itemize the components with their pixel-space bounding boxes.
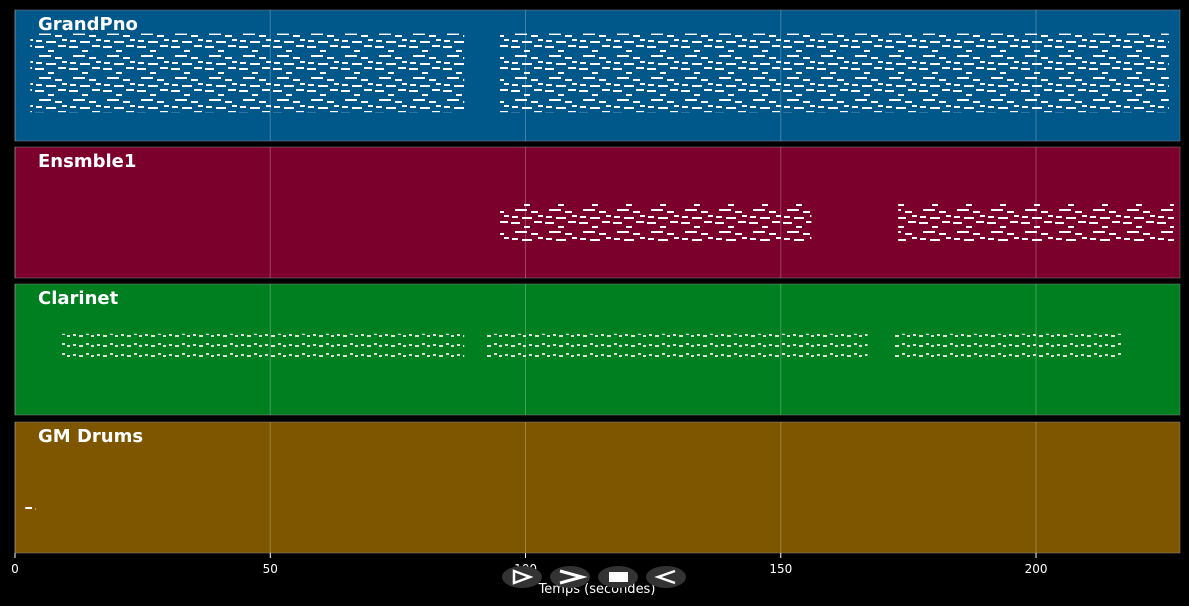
note-region (499, 33, 1169, 113)
note-region (484, 333, 868, 360)
play-icon[interactable] (512, 569, 534, 585)
fast-forward-button[interactable] (550, 566, 590, 588)
button-bg[interactable] (502, 566, 542, 588)
rewind-icon[interactable] (654, 569, 676, 585)
x-tick-label: 200 (1025, 562, 1048, 576)
button-bg[interactable] (646, 566, 686, 588)
playback-controls (502, 566, 686, 588)
track-label: Clarinet (38, 288, 119, 309)
x-tick-label: 50 (263, 562, 278, 576)
track-label: Ensmble1 (38, 151, 136, 172)
stop-icon[interactable] (609, 572, 628, 582)
track-background (14, 421, 1181, 554)
note-region (25, 503, 36, 512)
stop-button[interactable] (598, 566, 638, 588)
track: GrandPno (14, 9, 1181, 142)
track: GM Drums (14, 421, 1181, 554)
note-region (898, 202, 1174, 242)
rewind-button[interactable] (646, 566, 686, 588)
note-region (499, 202, 812, 242)
track: Ensmble1 (14, 146, 1181, 279)
note-region (60, 333, 465, 360)
x-tick-label: 0 (11, 562, 19, 576)
play-button[interactable] (502, 566, 542, 588)
forward-icon[interactable] (559, 569, 588, 585)
x-tick-label: 150 (769, 562, 792, 576)
track-label: GM Drums (38, 426, 143, 447)
note-region (30, 33, 465, 113)
track-label: GrandPno (38, 14, 138, 35)
note-region (893, 333, 1123, 360)
track: Clarinet (14, 283, 1181, 416)
